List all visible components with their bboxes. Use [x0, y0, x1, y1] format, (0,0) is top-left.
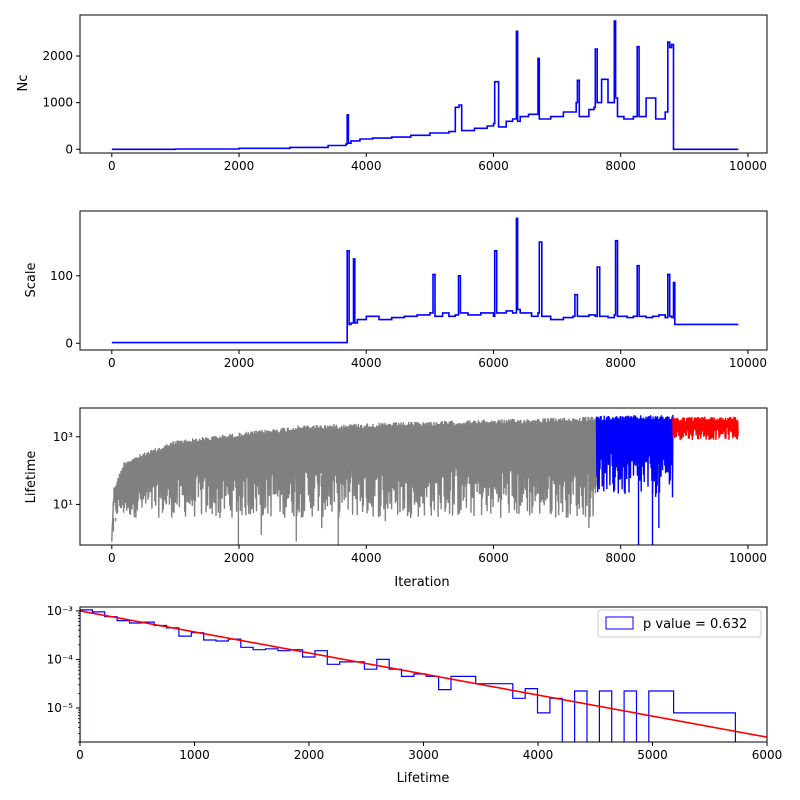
- hist-ytick-label: 10⁻⁴: [47, 652, 74, 666]
- nc-ytick-label: 2000: [42, 49, 73, 63]
- nc-xtick-label: 4000: [351, 159, 382, 173]
- lifetime-xtick-label: 0: [108, 551, 116, 565]
- nc-ytick-label: 0: [65, 142, 73, 156]
- scale-line-chart: Scale 0 2000 4000 6000 8000 10000 0 100: [24, 210, 768, 370]
- legend-swatch: [605, 616, 634, 630]
- nc-axes-frame: [79, 14, 768, 154]
- lifetime-ylabel: Lifetime: [24, 451, 39, 504]
- lifetime-xtick-label: 2000: [224, 551, 255, 565]
- scale-ytick-label: 0: [65, 336, 73, 350]
- lifetime-xtick-label: 4000: [351, 551, 382, 565]
- legend-label: p value = 0.632: [643, 617, 747, 632]
- legend: p value = 0.632: [597, 609, 762, 638]
- hist-xtick-label: 2000: [294, 748, 325, 762]
- nc-line-chart: Nc 0 2000 4000 6000 8000 10000 0 1000 2000: [16, 14, 768, 173]
- scale-xtick-label: 0: [108, 356, 116, 370]
- hist-xtick-label: 3000: [408, 748, 439, 762]
- nc-ytick-label: 1000: [42, 96, 73, 110]
- lifetime-xtick-label: 8000: [605, 551, 636, 565]
- hist-ytick-label: 10⁻³: [47, 604, 74, 618]
- scale-axes-frame: [79, 210, 768, 351]
- lifetime-line-chart: Lifetime Iteration 0 2000 4000 6000 8000 1000…: [24, 407, 768, 590]
- scale-ytick-label: 100: [50, 269, 73, 283]
- nc-xtick-label: 0: [108, 159, 116, 173]
- scale-ylabel: Scale: [24, 263, 39, 298]
- lifetime-ytick-label: 10¹: [53, 497, 73, 511]
- nc-xtick-label: 10000: [729, 159, 767, 173]
- scale-xtick-label: 6000: [478, 356, 509, 370]
- lifetime-series-0: [111, 416, 598, 542]
- hist-xtick-label: 1000: [179, 748, 210, 762]
- scale-xtick-label: 10000: [729, 356, 767, 370]
- nc-series-line: [111, 20, 739, 151]
- hist-ytick-label: 10⁻⁵: [47, 701, 74, 715]
- lifetime-axes-frame: [79, 407, 768, 546]
- scale-xtick-label: 2000: [224, 356, 255, 370]
- nc-ylabel: Nc: [16, 75, 31, 92]
- scale-xtick-label: 8000: [605, 356, 636, 370]
- lifetime-histogram: Lifetime p value = 0.632 0 1000 2000 3000 40…: [47, 604, 783, 786]
- lifetime-ytick-label: 10³: [53, 430, 73, 444]
- lifetime-xtick-label: 10000: [729, 551, 767, 565]
- hist-xtick-label: 5000: [637, 748, 668, 762]
- fit-line: [80, 610, 767, 738]
- nc-xtick-label: 2000: [224, 159, 255, 173]
- hist-xtick-label: 6000: [752, 748, 783, 762]
- hist-xtick-label: 4000: [523, 748, 554, 762]
- nc-xtick-label: 6000: [478, 159, 509, 173]
- hist-xlabel: Lifetime: [397, 771, 450, 786]
- legend-frame: [597, 609, 762, 638]
- scale-series-line: [111, 217, 739, 344]
- nc-xtick-label: 8000: [605, 159, 636, 173]
- lifetime-xtick-label: 6000: [478, 551, 509, 565]
- lifetime-series-2: [672, 416, 739, 441]
- hist-xtick-label: 0: [76, 748, 84, 762]
- lifetime-series-1: [595, 414, 674, 498]
- scale-xtick-label: 4000: [351, 356, 382, 370]
- histogram-steps: [80, 609, 736, 742]
- iteration-xlabel: Iteration: [394, 575, 449, 590]
